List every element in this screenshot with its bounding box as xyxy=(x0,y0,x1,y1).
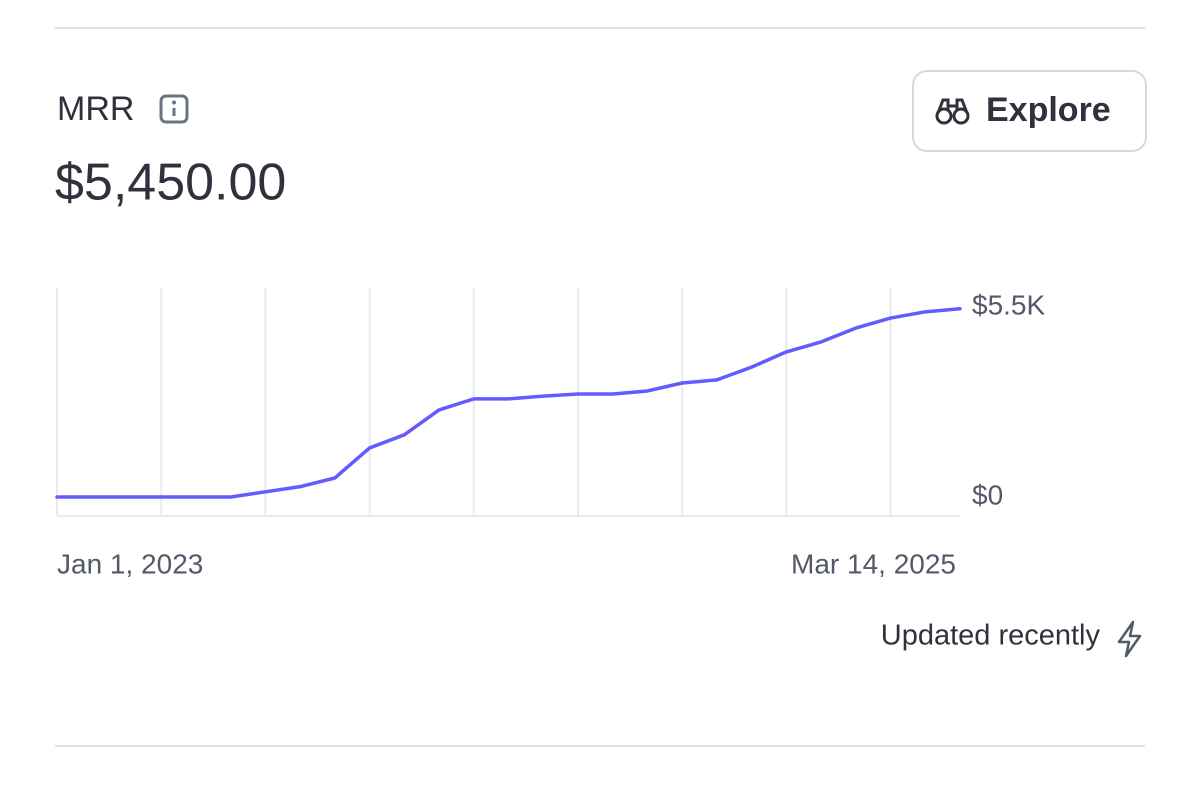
metric-value: $5,450.00 xyxy=(55,154,286,212)
x-tick-label: Jan 1, 2023 xyxy=(57,548,203,579)
mrr-line xyxy=(55,306,962,499)
y-tick-label: $0 xyxy=(972,479,1003,510)
bolt-icon xyxy=(1117,620,1142,658)
x-tick-label: Mar 14, 2025 xyxy=(791,548,956,579)
status-text: Updated recently xyxy=(881,620,1101,652)
info-icon[interactable] xyxy=(159,94,189,124)
button-label[interactable]: Explore xyxy=(986,91,1111,129)
metric-label: MRR xyxy=(57,90,134,128)
y-tick-label: $5.5K xyxy=(972,289,1045,320)
binoculars-icon xyxy=(935,98,970,125)
explore-button[interactable]: Explore xyxy=(912,70,1147,152)
